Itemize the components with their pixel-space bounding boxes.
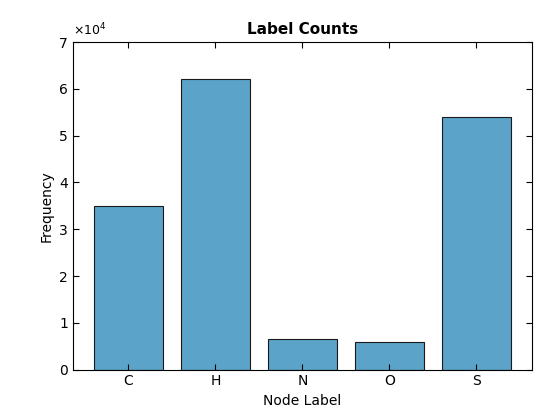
Bar	[354, 342, 424, 370]
Text: $\times10^{4}$: $\times10^{4}$	[73, 22, 106, 39]
Bar	[268, 339, 337, 370]
Y-axis label: Frequency: Frequency	[40, 170, 54, 242]
Bar	[441, 117, 511, 370]
Title: Label Counts: Label Counts	[247, 22, 358, 37]
Bar	[94, 206, 164, 370]
X-axis label: Node Label: Node Label	[263, 394, 342, 408]
Bar	[181, 79, 250, 370]
